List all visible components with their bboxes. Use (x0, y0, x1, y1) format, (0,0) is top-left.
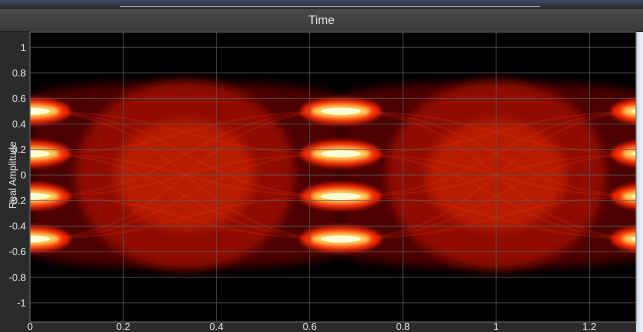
transition-trace (30, 152, 341, 240)
symbol-level-peak (30, 150, 50, 158)
symbol-level-band (621, 105, 636, 118)
symbol-level-peak (320, 150, 361, 158)
transition-trace (30, 110, 341, 155)
y-tick-label: -0.6 (9, 247, 27, 258)
transition-trace (30, 110, 341, 155)
transition-trace (30, 110, 341, 198)
transition-trace (30, 195, 341, 240)
y-tick-label: 0.4 (12, 119, 26, 130)
symbol-level-peak (30, 235, 50, 243)
transition-trace (30, 195, 341, 240)
y-tick-label: 0.8 (12, 68, 26, 79)
x-tick-label: 1 (493, 322, 499, 332)
window-top-strip (0, 0, 643, 8)
y-tick-label: -0.8 (9, 273, 27, 284)
top-border-line (120, 6, 540, 7)
symbol-level-peak (30, 192, 50, 200)
transition-trace (30, 110, 341, 198)
symbol-level-peak (631, 151, 636, 156)
x-tick-label: 0 (27, 322, 33, 332)
y-tick-label: 0.6 (12, 94, 26, 105)
x-tick-label: 1.2 (582, 322, 596, 332)
x-tick-label: 0.4 (210, 322, 224, 332)
symbol-level-band (621, 190, 636, 203)
y-tick-label: 1 (20, 43, 26, 54)
y-tick-label: 0.2 (12, 145, 26, 156)
y-tick-label: 0 (20, 171, 26, 182)
symbol-level-peak (631, 108, 636, 114)
y-tick-label: -0.4 (9, 222, 27, 233)
grid-lines (29, 31, 637, 323)
symbol-level-peak (631, 194, 636, 199)
transition-trace (30, 152, 341, 240)
symbol-level-peak (320, 192, 361, 200)
symbol-level-band (621, 232, 636, 245)
y-tick-label: -0.2 (9, 196, 27, 207)
symbol-level-peak (320, 107, 361, 115)
x-tick-label: 0.8 (396, 322, 410, 332)
symbol-level-peak (30, 107, 50, 115)
plot-border (29, 31, 637, 323)
symbol-level-band (621, 147, 636, 160)
x-tick-label: 0.6 (303, 322, 317, 332)
window-right-edge (636, 32, 643, 332)
y-tick-label: -1 (17, 298, 26, 309)
x-tick-label: 0.2 (116, 322, 130, 332)
tick-labels: 1 0.8 0.6 0.4 0.2 0 -0.2 -0.4 -0.6 -0.8 -1 0 0.2 0.4 0… (9, 43, 597, 332)
symbol-level-peak (320, 235, 361, 243)
y-axis-label: Real Amplitude (8, 141, 19, 209)
symbol-level-peak (631, 236, 636, 242)
